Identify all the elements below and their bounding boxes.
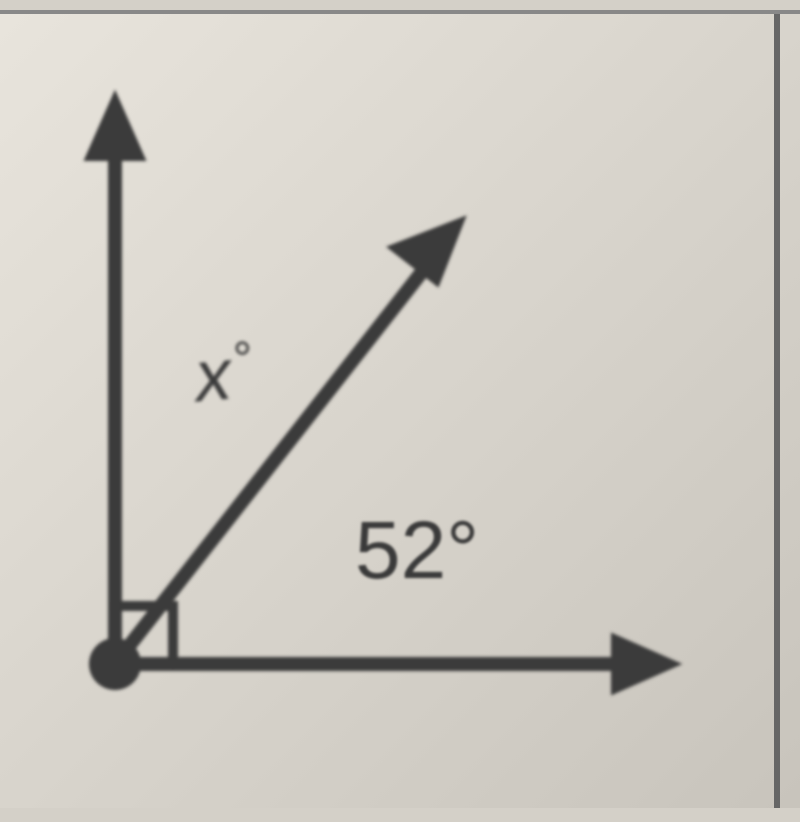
worksheet-page: x° 52°: [0, 10, 800, 808]
arrowhead-vertical: [85, 92, 145, 160]
arrowhead-horizontal: [612, 634, 680, 694]
angle-label-x: x°: [192, 332, 258, 419]
angle-52-value: 52: [355, 505, 446, 596]
arrowhead-diagonal: [388, 217, 465, 286]
degree-symbol: °: [446, 505, 479, 596]
angle-diagram: [0, 14, 800, 822]
vertex-dot: [89, 638, 141, 690]
angle-label-52: 52°: [355, 504, 479, 598]
angle-x-value: x: [192, 335, 235, 418]
